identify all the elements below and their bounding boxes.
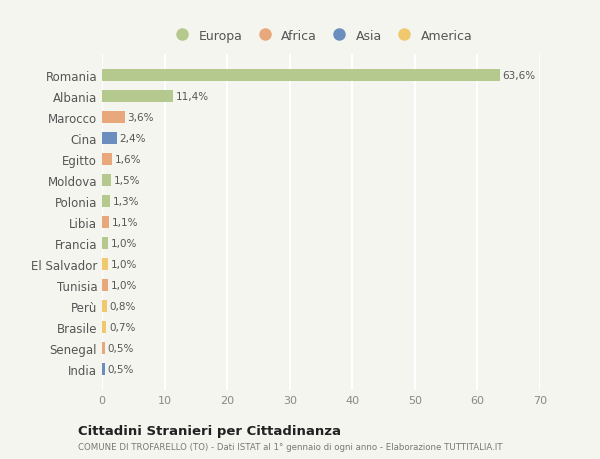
Bar (102, 259, 108, 270)
Bar (102, 175, 112, 186)
Bar (102, 217, 109, 229)
Text: 1,3%: 1,3% (113, 197, 139, 207)
Legend: Europa, Africa, Asia, America: Europa, Africa, Asia, America (164, 24, 478, 47)
Text: 0,5%: 0,5% (107, 364, 134, 374)
Bar (102, 301, 107, 312)
Bar (102, 133, 117, 145)
Text: 0,5%: 0,5% (107, 343, 134, 353)
Bar (102, 342, 105, 354)
Text: COMUNE DI TROFARELLO (TO) - Dati ISTAT al 1° gennaio di ogni anno - Elaborazione: COMUNE DI TROFARELLO (TO) - Dati ISTAT a… (78, 442, 503, 451)
Bar (102, 70, 500, 82)
Text: 2,4%: 2,4% (119, 134, 146, 144)
Bar (102, 154, 112, 166)
Bar (102, 364, 105, 375)
Text: 1,0%: 1,0% (111, 280, 137, 291)
Bar (102, 91, 173, 103)
Text: 11,4%: 11,4% (176, 92, 209, 102)
Text: 1,0%: 1,0% (111, 259, 137, 269)
Bar (102, 196, 110, 207)
Text: 0,8%: 0,8% (110, 302, 136, 311)
Text: 3,6%: 3,6% (127, 113, 154, 123)
Bar (102, 238, 108, 249)
Text: 1,1%: 1,1% (112, 218, 138, 228)
Text: Cittadini Stranieri per Cittadinanza: Cittadini Stranieri per Cittadinanza (78, 424, 341, 437)
Text: 63,6%: 63,6% (502, 71, 536, 81)
Text: 0,7%: 0,7% (109, 322, 135, 332)
Bar (102, 280, 108, 291)
Text: 1,0%: 1,0% (111, 239, 137, 248)
Bar (102, 322, 106, 333)
Text: 1,6%: 1,6% (115, 155, 141, 165)
Text: 1,5%: 1,5% (114, 176, 140, 186)
Bar (102, 112, 125, 123)
